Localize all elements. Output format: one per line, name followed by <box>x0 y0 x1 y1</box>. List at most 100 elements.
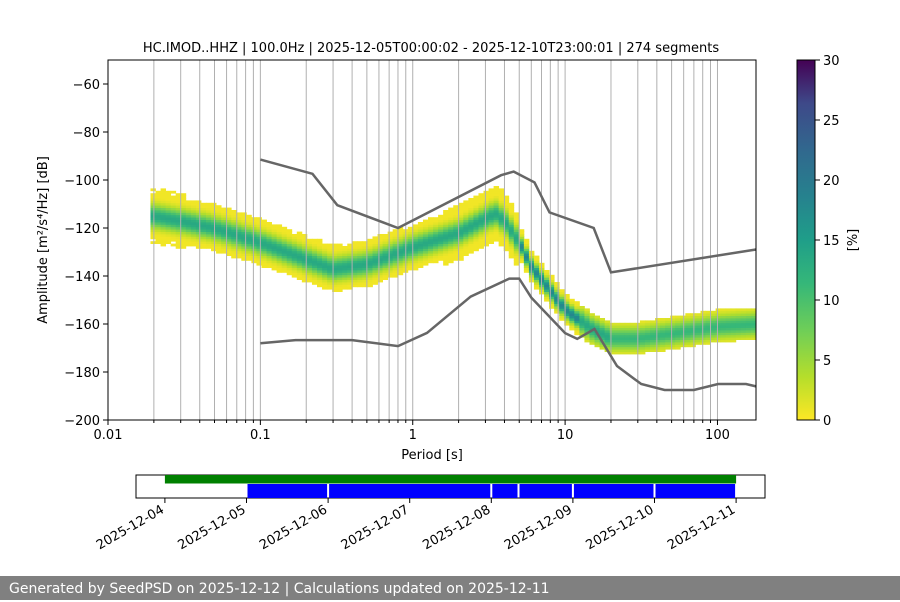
pdf-cell <box>160 202 167 206</box>
pdf-cell <box>296 246 303 249</box>
pdf-cell <box>236 255 242 259</box>
pdf-cell <box>160 190 167 194</box>
pdf-cell <box>175 200 182 204</box>
pdf-cell <box>685 315 691 319</box>
pdf-cell <box>604 327 611 331</box>
pdf-cell <box>296 277 303 280</box>
pdf-cell <box>670 337 676 340</box>
pdf-cell <box>725 339 732 343</box>
pdf-cell <box>342 270 348 273</box>
pdf-cell <box>362 267 368 271</box>
pdf-cell <box>271 253 278 256</box>
pdf-cell <box>160 188 167 192</box>
pdf-cell <box>347 265 353 268</box>
pdf-cell <box>180 195 187 199</box>
pdf-cell <box>533 277 540 280</box>
pdf-cell <box>700 342 706 345</box>
pdf-cell <box>337 258 343 261</box>
pdf-cell <box>276 234 283 237</box>
pdf-cell <box>740 337 747 340</box>
pdf-cell <box>518 255 525 259</box>
pdf-cell <box>170 198 177 201</box>
pdf-cell <box>503 207 510 211</box>
pdf-cell <box>397 243 404 247</box>
pdf-cell <box>155 193 161 196</box>
pdf-cell <box>236 219 242 223</box>
pdf-cell <box>322 246 328 249</box>
pdf-cell <box>422 222 429 225</box>
pdf-cell <box>584 337 590 340</box>
pdf-cell <box>412 229 419 232</box>
pdf-cell <box>256 226 262 230</box>
pdf-cell <box>412 255 419 259</box>
pdf-cell <box>291 274 298 278</box>
pdf-cell <box>498 212 505 216</box>
pdf-cell <box>261 226 267 230</box>
pdf-cell <box>453 248 459 252</box>
pdf-cell <box>367 279 373 283</box>
pdf-cell <box>745 337 752 340</box>
pdf-cell <box>226 243 232 247</box>
pdf-cell <box>685 344 691 348</box>
pdf-cell <box>231 238 237 242</box>
pdf-cell <box>695 325 701 328</box>
pdf-cell <box>745 318 752 321</box>
pdf-cell <box>291 267 298 271</box>
pdf-cell <box>337 277 343 280</box>
pdf-cell <box>650 346 656 350</box>
pdf-cell <box>165 241 172 244</box>
pdf-cell <box>417 255 424 259</box>
pdf-cell <box>180 202 187 206</box>
pdf-cell <box>226 219 232 223</box>
pdf-cell <box>533 270 540 273</box>
pdf-cell <box>266 265 272 268</box>
pdf-cell <box>589 334 595 338</box>
pdf-cell <box>428 234 434 237</box>
pdf-cell <box>690 342 696 345</box>
pdf-cell <box>246 214 252 218</box>
pdf-cell <box>150 219 156 223</box>
pdf-cell <box>382 267 389 271</box>
pdf-cell <box>604 330 611 333</box>
pdf-cell <box>670 320 676 324</box>
pdf-cell <box>639 337 646 340</box>
pdf-cell <box>468 229 474 232</box>
pdf-cell <box>599 318 606 321</box>
pdf-cell <box>226 210 232 213</box>
pdf-cell <box>246 229 252 232</box>
pdf-cell <box>347 286 353 290</box>
pdf-cell <box>629 330 636 333</box>
availability-blue-segment <box>329 484 491 498</box>
pdf-cell <box>165 195 172 199</box>
pdf-cell <box>609 325 616 328</box>
pdf-cell <box>231 226 237 230</box>
x-tick-label: 1 <box>409 428 417 443</box>
pdf-cell <box>735 337 742 340</box>
pdf-cell <box>720 339 727 343</box>
pdf-cell <box>261 258 267 261</box>
pdf-cell <box>362 258 368 261</box>
pdf-cell <box>271 243 278 247</box>
pdf-cell <box>523 253 530 256</box>
pdf-cell <box>488 212 495 216</box>
pdf-cell <box>241 238 247 242</box>
pdf-cell <box>700 327 706 331</box>
pdf-cell <box>296 248 303 252</box>
pdf-cell <box>392 253 399 256</box>
pdf-cell <box>291 250 298 254</box>
pdf-cell <box>604 334 611 338</box>
pdf-cell <box>286 238 293 242</box>
pdf-cell <box>720 318 727 321</box>
pdf-cell <box>241 250 247 254</box>
pdf-cell <box>458 205 464 208</box>
pdf-cell <box>594 337 600 340</box>
pdf-cell <box>180 234 187 237</box>
pdf-cell <box>750 334 757 338</box>
pdf-cell <box>281 229 288 232</box>
pdf-cell <box>624 351 631 355</box>
pdf-cell <box>226 250 232 254</box>
pdf-cell <box>377 272 383 276</box>
pdf-cell <box>367 274 373 278</box>
pdf-cell <box>422 255 429 259</box>
pdf-cell <box>352 282 358 285</box>
